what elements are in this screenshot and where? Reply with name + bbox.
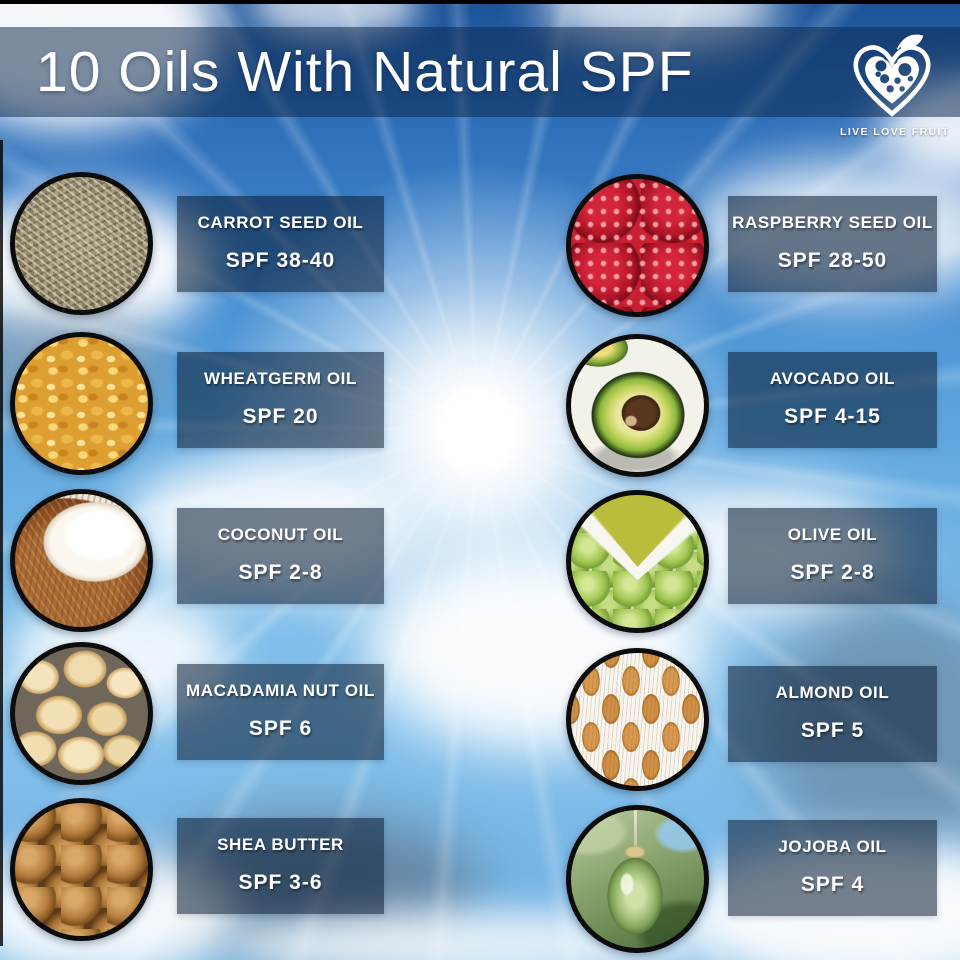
header-band [0,27,960,117]
oil-spf: SPF 5 [800,719,865,742]
raspberries-photo [566,174,709,317]
oil-name: COCONUT OIL [217,525,344,544]
oil-label-almond: ALMOND OIL SPF 5 [728,666,937,762]
shea-nuts-photo [10,798,153,941]
oil-name: ALMOND OIL [775,683,890,702]
oil-label-macadamia: MACADAMIA NUT OIL SPF 6 [177,664,384,760]
leaf-stem [896,34,914,50]
live-love-fruit-logo: LIVE LOVE FRUIT [840,32,950,138]
oil-spf: SPF 2-8 [790,561,875,584]
oil-spf: SPF 6 [248,717,313,740]
olives-photo [566,490,709,633]
heart-berries-icon [853,34,931,117]
carrot-seeds-photo [10,172,153,315]
oil-label-olive: OLIVE OIL SPF 2-8 [728,508,937,604]
oil-label-wheatgerm: WHEATGERM OIL SPF 20 [177,352,384,448]
macadamia-photo [10,642,153,785]
oil-spf: SPF 4 [800,873,865,896]
oil-name: WHEATGERM OIL [204,369,357,388]
top-border [0,0,960,4]
oil-spf: SPF 4-15 [784,405,881,428]
heart-outline [853,45,931,117]
oil-label-avocado: AVOCADO OIL SPF 4-15 [728,352,937,448]
oil-name: AVOCADO OIL [769,369,896,388]
wheatgerm-photo [10,332,153,475]
oil-name: SHEA BUTTER [217,835,344,854]
oil-name: CARROT SEED OIL [197,213,364,232]
oil-label-coconut: COCONUT OIL SPF 2-8 [177,508,384,604]
leaf-icon [899,34,924,49]
avocado-photo [566,334,709,477]
oil-label-carrot-seed: CARROT SEED OIL SPF 38-40 [177,196,384,292]
oil-name: MACADAMIA NUT OIL [186,681,375,700]
oil-label-raspberry-seed: RASPBERRY SEED OIL SPF 28-50 [728,196,937,292]
oil-label-shea-butter: SHEA BUTTER SPF 3-6 [177,818,384,914]
heart-berries [865,56,919,104]
coconut-photo [10,489,153,632]
page-title: 10 Oils With Natural SPF [36,40,694,104]
oil-spf: SPF 2-8 [238,561,323,584]
oil-spf: SPF 20 [242,405,319,428]
brand-name: LIVE LOVE FRUIT [840,126,950,138]
oil-name: OLIVE OIL [787,525,878,544]
oil-spf: SPF 28-50 [777,249,888,272]
left-border [0,140,3,946]
oil-spf: SPF 3-6 [238,871,323,894]
oil-name: RASPBERRY SEED OIL [732,213,933,232]
jojoba-photo [566,805,709,953]
almonds-photo [566,648,709,791]
oil-spf: SPF 38-40 [225,249,336,272]
oil-name: JOJOBA OIL [778,837,887,856]
oil-label-jojoba: JOJOBA OIL SPF 4 [728,820,937,916]
